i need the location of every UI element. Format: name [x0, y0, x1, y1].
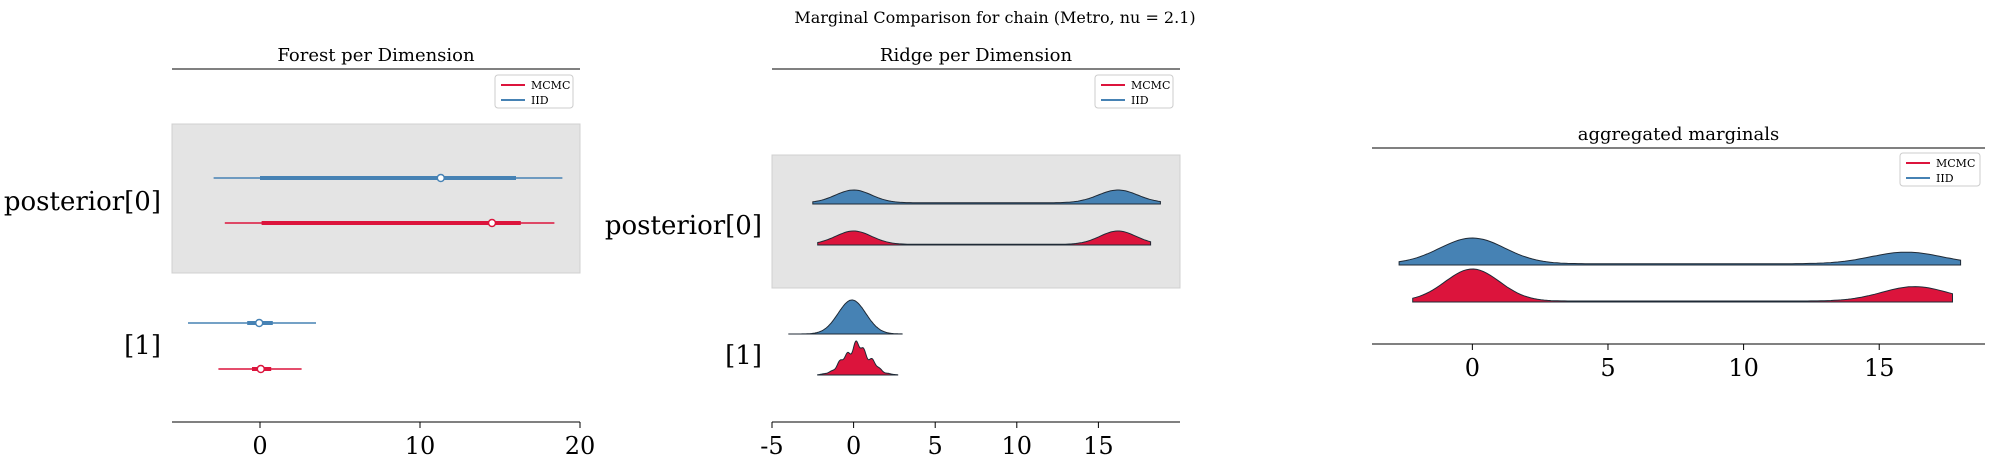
row-label: [1] [725, 341, 762, 371]
x-tick-label: 10 [1728, 354, 1759, 382]
figure-suptitle: Marginal Comparison for chain (Metro, nu… [794, 8, 1195, 27]
panel-title: Forest per Dimension [277, 45, 475, 66]
x-tick-label: 20 [565, 432, 596, 460]
x-tick-label: 5 [928, 432, 943, 460]
legend-label-mcmc: MCMC [1131, 79, 1170, 92]
row-band [171, 123, 581, 274]
panel-title: Ridge per Dimension [880, 45, 1073, 66]
row-band [771, 154, 1181, 289]
mcmc-point-estimate [487, 218, 497, 228]
forest-panel: Forest per Dimension posterior[0] [1] 0 10 20… [4, 45, 595, 460]
x-tick-label: 10 [405, 432, 436, 460]
x-tick-label: -5 [760, 432, 783, 460]
x-tick-label: 10 [1002, 432, 1033, 460]
x-tick-label: 5 [1600, 354, 1615, 382]
iid-point-estimate [436, 173, 446, 183]
iid-ridge [788, 299, 903, 335]
x-tick-label: 0 [1465, 354, 1480, 382]
legend-label-iid: IID [1936, 172, 1954, 185]
x-tick-label: 0 [252, 432, 267, 460]
x-tick-label: 15 [1864, 354, 1895, 382]
legend-label-iid: IID [531, 94, 549, 107]
mcmc-ridge [817, 340, 899, 376]
iid-ridge [812, 189, 1161, 205]
legend-label-mcmc: MCMC [1936, 157, 1975, 170]
mcmc-point-estimate [256, 364, 266, 374]
legend-label-iid: IID [1131, 94, 1149, 107]
ridge-panel: Ridge per Dimension posterior[0] [1] -5 0 5 10… [605, 45, 1181, 460]
row-label: posterior[0] [605, 211, 762, 241]
row-label: posterior[0] [4, 187, 161, 217]
legend-label-mcmc: MCMC [531, 79, 570, 92]
iid-point-estimate [254, 318, 264, 328]
aggregated-panel: aggregated marginals 0 5 10 15 MCMC IID [1372, 124, 1985, 382]
mcmc-ridge [817, 230, 1152, 246]
iid-density [1398, 237, 1962, 266]
x-tick-label: 0 [846, 432, 861, 460]
mcmc-density [1412, 268, 1953, 303]
row-label: [1] [124, 331, 161, 361]
x-tick-label: 15 [1083, 432, 1114, 460]
panel-title: aggregated marginals [1578, 124, 1779, 145]
